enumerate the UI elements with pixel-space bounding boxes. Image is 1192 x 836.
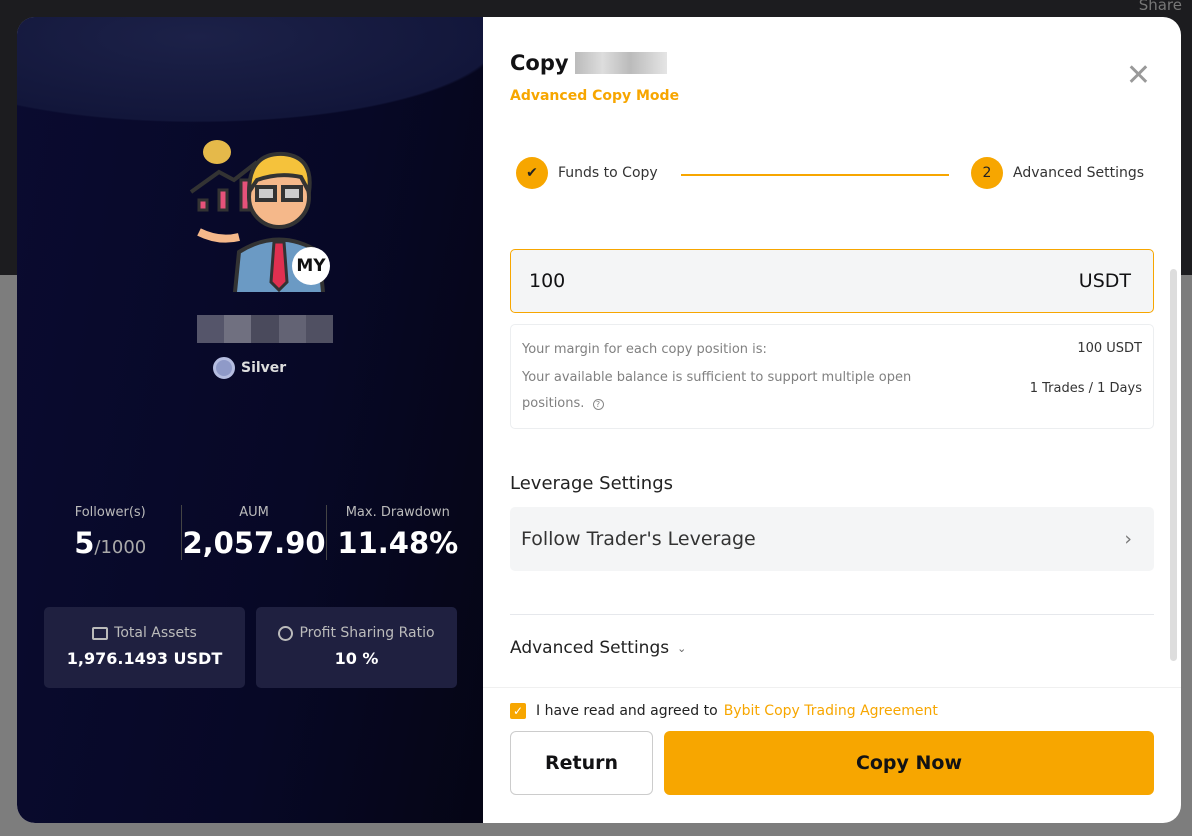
agreement-link[interactable]: Bybit Copy Trading Agreement bbox=[723, 703, 938, 719]
advanced-settings-label: Advanced Settings bbox=[510, 638, 670, 658]
stat-value: 2,057.90 bbox=[182, 526, 326, 560]
trader-panel: MY Silver Follower(s) 5/1000 AUM 2,057.9… bbox=[17, 17, 483, 823]
step-number: 2 bbox=[971, 157, 1003, 189]
balance-value: 1 Trades / 1 Days bbox=[1029, 381, 1142, 396]
close-icon[interactable]: ✕ bbox=[1125, 58, 1151, 93]
stat-aum: AUM 2,057.90 bbox=[181, 505, 326, 560]
copy-settings-panel: Copy Advanced Copy Mode ✕ ✔ Funds to Cop… bbox=[483, 17, 1181, 823]
card-label: Total Assets bbox=[114, 625, 197, 641]
trader-name-redacted bbox=[197, 315, 334, 343]
silver-medal-icon bbox=[213, 357, 235, 379]
trader-stats: Follower(s) 5/1000 AUM 2,057.90 Max. Dra… bbox=[39, 505, 469, 560]
leverage-select[interactable]: Follow Trader's Leverage › bbox=[510, 507, 1154, 571]
margin-label: Your margin for each copy position is: bbox=[522, 342, 767, 357]
stat-value: 11.48% bbox=[337, 526, 459, 560]
amount-value: 100 bbox=[529, 270, 566, 292]
copy-now-button[interactable]: Copy Now bbox=[664, 731, 1154, 795]
margin-info-box: Your margin for each copy position is: Y… bbox=[510, 324, 1154, 429]
advanced-settings-toggle[interactable]: Advanced Settings ⌄ bbox=[510, 638, 686, 658]
share-link: Share bbox=[1138, 0, 1182, 14]
agreement-text: I have read and agreed to bbox=[536, 703, 718, 719]
trader-name-redacted bbox=[574, 52, 667, 74]
stat-followers: Follower(s) 5/1000 bbox=[39, 505, 181, 560]
country-badge: MY bbox=[292, 247, 330, 285]
amount-input[interactable]: 100 USDT bbox=[510, 249, 1154, 313]
return-button[interactable]: Return bbox=[510, 731, 653, 795]
amount-unit: USDT bbox=[1078, 270, 1131, 292]
chevron-down-icon: ⌄ bbox=[677, 641, 687, 655]
leverage-value: Follow Trader's Leverage bbox=[521, 528, 756, 550]
agreement-row: ✓ I have read and agreed to Bybit Copy T… bbox=[510, 703, 938, 719]
card-value: 1,976.1493 USDT bbox=[66, 649, 223, 668]
step-funds-to-copy[interactable]: ✔ Funds to Copy bbox=[516, 157, 658, 189]
copy-mode-label: Advanced Copy Mode bbox=[510, 88, 680, 104]
check-icon: ✔ bbox=[516, 157, 548, 189]
title-text: Copy bbox=[510, 51, 569, 75]
card-label: Profit Sharing Ratio bbox=[299, 625, 435, 641]
step-advanced-settings: 2 Advanced Settings bbox=[971, 157, 1144, 189]
total-assets-card: Total Assets 1,976.1493 USDT bbox=[44, 607, 245, 688]
footer-divider bbox=[483, 687, 1181, 688]
leverage-settings-heading: Leverage Settings bbox=[510, 473, 673, 494]
step-connector bbox=[681, 174, 949, 176]
tier-label: Silver bbox=[241, 360, 287, 376]
profit-sharing-card: Profit Sharing Ratio 10 % bbox=[256, 607, 457, 688]
card-value: 10 % bbox=[334, 649, 379, 668]
tier-badge: Silver bbox=[213, 357, 286, 379]
balance-label: Your available balance is sufficient to … bbox=[522, 370, 912, 411]
chevron-right-icon: › bbox=[1124, 528, 1132, 550]
stat-value: 5 bbox=[74, 526, 95, 560]
step-label: Funds to Copy bbox=[558, 165, 658, 181]
stat-label: Max. Drawdown bbox=[345, 505, 450, 520]
step-label: Advanced Settings bbox=[1013, 165, 1145, 181]
wallet-icon bbox=[92, 626, 109, 640]
stat-label: AUM bbox=[239, 505, 269, 520]
stat-max-drawdown: Max. Drawdown 11.48% bbox=[325, 505, 469, 560]
margin-value: 100 USDT bbox=[1077, 341, 1142, 356]
help-icon[interactable]: ? bbox=[592, 399, 604, 410]
dialog-title: Copy bbox=[510, 51, 667, 75]
divider bbox=[510, 614, 1154, 615]
stat-label: Follower(s) bbox=[74, 505, 146, 520]
stat-sub: /1000 bbox=[94, 537, 147, 558]
scrollbar[interactable] bbox=[1170, 269, 1177, 661]
trader-avatar bbox=[189, 140, 326, 292]
agreement-checkbox[interactable]: ✓ bbox=[510, 703, 526, 719]
pie-chart-icon bbox=[278, 625, 294, 641]
copy-trade-modal: MY Silver Follower(s) 5/1000 AUM 2,057.9… bbox=[17, 17, 1181, 823]
